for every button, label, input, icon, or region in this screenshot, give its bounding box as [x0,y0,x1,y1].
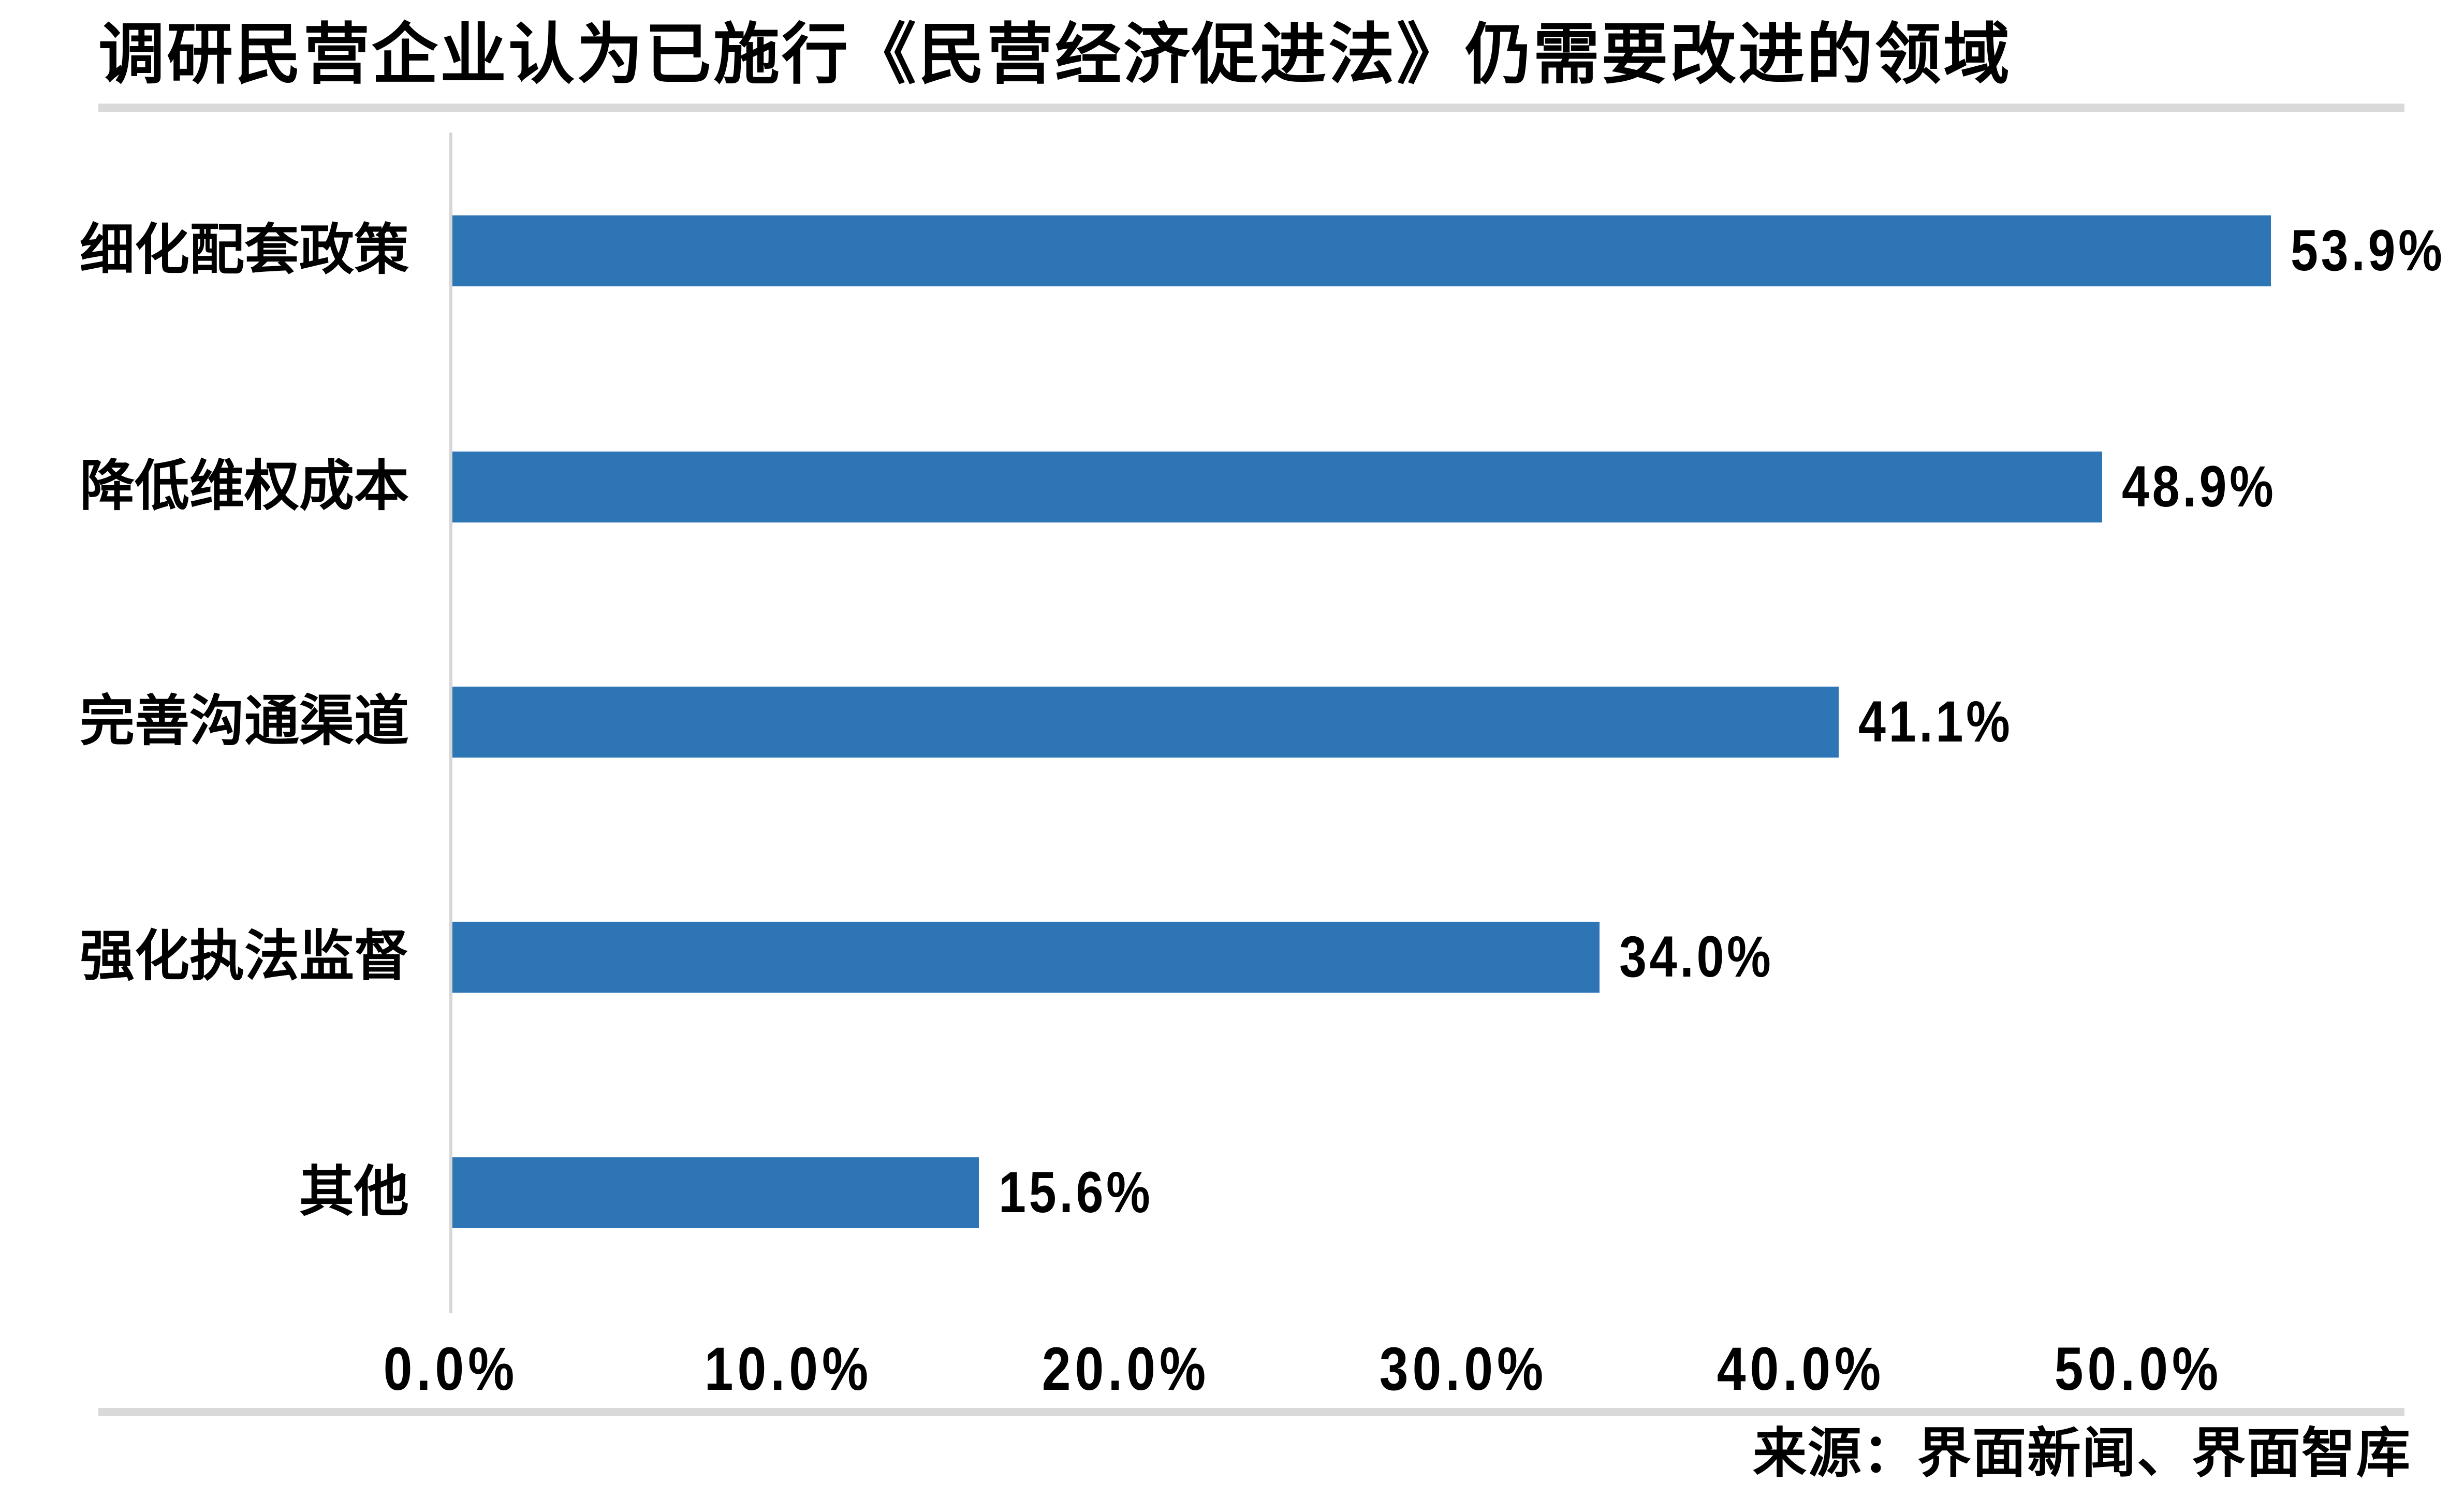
footer-divider-rule [98,1408,2404,1416]
value-label: 34.0% [1619,924,1774,989]
x-axis-tick-label: 40.0% [1717,1335,1885,1403]
chart-title: 调研民营企业认为已施行《民营经济促进法》仍需要改进的领域 [98,18,2012,92]
title-divider-rule [98,104,2404,112]
bar-qita [452,1157,979,1228]
value-label: 41.1% [1858,689,2013,754]
source-attribution: 来源：界面新闻、界面智库 [1752,1424,2411,1484]
bar-row: 其他 15.6% [0,1151,2464,1234]
category-label: 强化执法监督 [80,926,409,987]
bar-wanshan-goutong-qudao [452,686,1839,758]
category-label: 其他 [299,1162,409,1223]
bar-row: 细化配套政策 53.9% [0,209,2464,292]
x-axis-tick-label: 30.0% [1379,1335,1548,1403]
bar-row: 强化执法监督 34.0% [0,915,2464,998]
y-axis-line [449,133,452,1313]
category-label: 降低维权成本 [80,456,409,517]
category-label: 细化配套政策 [80,220,409,281]
bar-jiangdi-weiquan-chengben [452,451,2102,522]
category-label: 完善沟通渠道 [80,691,409,752]
bar-xihua-peitao-zhengce [452,215,2271,286]
bar-qianghua-zhifa-jiandu [452,921,1600,993]
x-axis-tick-label: 20.0% [1042,1335,1210,1403]
bar-row: 完善沟通渠道 41.1% [0,680,2464,763]
x-axis-tick-label: 0.0% [383,1335,519,1403]
x-axis-tick-label: 50.0% [2054,1335,2223,1403]
value-label: 48.9% [2122,454,2277,519]
value-label: 53.9% [2291,218,2445,283]
value-label: 15.6% [999,1160,1153,1225]
bar-row: 降低维权成本 48.9% [0,445,2464,528]
x-axis-tick-label: 10.0% [704,1335,873,1403]
